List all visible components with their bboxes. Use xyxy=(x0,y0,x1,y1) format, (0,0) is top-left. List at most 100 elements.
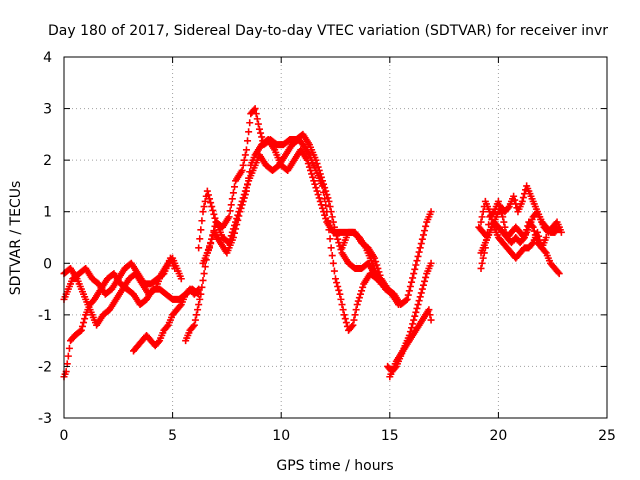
data-point xyxy=(519,194,527,202)
data-point xyxy=(317,173,325,181)
data-point xyxy=(76,327,84,335)
data-point xyxy=(334,235,342,243)
data-point xyxy=(232,218,240,226)
data-point xyxy=(336,290,344,298)
data-point xyxy=(479,254,487,262)
data-point xyxy=(163,322,171,330)
data-point xyxy=(427,208,435,216)
data-point xyxy=(523,226,531,234)
data-point xyxy=(374,264,382,272)
y-tick-label: 1 xyxy=(43,205,52,221)
data-point xyxy=(326,203,334,211)
data-point xyxy=(201,197,209,205)
data-point xyxy=(244,180,252,188)
data-point xyxy=(348,322,356,330)
data-point xyxy=(225,213,233,221)
data-point xyxy=(330,267,338,275)
data-point xyxy=(200,203,208,211)
data-point xyxy=(418,285,426,293)
data-point xyxy=(427,259,435,267)
data-point xyxy=(320,180,328,188)
data-point xyxy=(241,187,249,195)
data-point xyxy=(528,222,536,230)
data-point xyxy=(242,146,250,154)
data-point xyxy=(338,301,346,309)
data-point xyxy=(542,234,550,241)
data-point xyxy=(349,321,357,329)
data-point xyxy=(326,235,334,243)
data-point xyxy=(206,244,214,252)
data-point xyxy=(426,311,434,319)
data-point xyxy=(412,261,420,269)
data-point xyxy=(176,302,184,310)
data-point xyxy=(310,177,318,185)
data-point xyxy=(309,173,317,181)
data-point xyxy=(316,170,324,178)
data-point xyxy=(322,187,330,195)
data-point xyxy=(321,195,329,203)
data-point xyxy=(329,218,337,226)
data-point xyxy=(177,275,185,283)
data-point xyxy=(372,258,380,266)
data-point xyxy=(421,277,429,285)
data-point xyxy=(236,204,244,212)
data-point xyxy=(532,235,540,243)
data-point xyxy=(231,221,239,229)
data-point xyxy=(231,183,239,191)
data-point xyxy=(192,311,200,319)
data-point xyxy=(530,227,538,235)
data-point xyxy=(244,137,252,145)
data-point xyxy=(495,201,503,209)
data-point xyxy=(500,218,508,226)
data-point xyxy=(498,209,506,217)
data-point xyxy=(504,204,512,212)
data-point xyxy=(479,208,487,216)
data-point xyxy=(478,259,486,267)
data-point xyxy=(350,316,358,324)
data-point xyxy=(253,115,261,123)
data-point xyxy=(195,301,203,309)
data-point xyxy=(484,228,492,236)
data-point xyxy=(328,213,336,221)
data-point xyxy=(416,293,424,301)
series-trace-h xyxy=(338,208,435,309)
data-point xyxy=(419,281,427,289)
y-tick-label: 3 xyxy=(43,102,52,118)
data-point xyxy=(557,228,565,236)
data-point xyxy=(332,228,339,236)
data-point xyxy=(494,197,502,205)
data-point xyxy=(226,207,234,215)
data-point xyxy=(358,287,366,295)
data-point xyxy=(422,273,430,281)
data-point xyxy=(414,252,422,260)
data-point xyxy=(410,270,418,278)
data-point xyxy=(373,261,381,269)
data-point xyxy=(413,257,421,265)
data-point xyxy=(207,199,215,207)
data-point xyxy=(477,264,485,272)
data-point xyxy=(313,187,321,195)
y-tick-label: 2 xyxy=(43,153,52,169)
data-point xyxy=(408,324,416,332)
data-point xyxy=(541,248,549,256)
data-point xyxy=(315,194,323,202)
data-point xyxy=(209,231,217,239)
data-point xyxy=(321,184,329,192)
data-point xyxy=(555,223,563,231)
data-point xyxy=(415,297,423,305)
data-point xyxy=(554,268,562,276)
data-point xyxy=(190,321,198,329)
data-point xyxy=(325,226,333,234)
y-tick-label: 0 xyxy=(43,256,52,272)
data-point xyxy=(250,106,258,114)
series-trace-g xyxy=(195,105,385,288)
data-point xyxy=(77,326,85,334)
data-point xyxy=(78,322,86,330)
data-point xyxy=(340,311,348,319)
data-point xyxy=(238,166,246,174)
data-point xyxy=(197,226,205,234)
data-point xyxy=(226,235,234,243)
data-point xyxy=(342,319,350,327)
data-point xyxy=(480,249,488,257)
